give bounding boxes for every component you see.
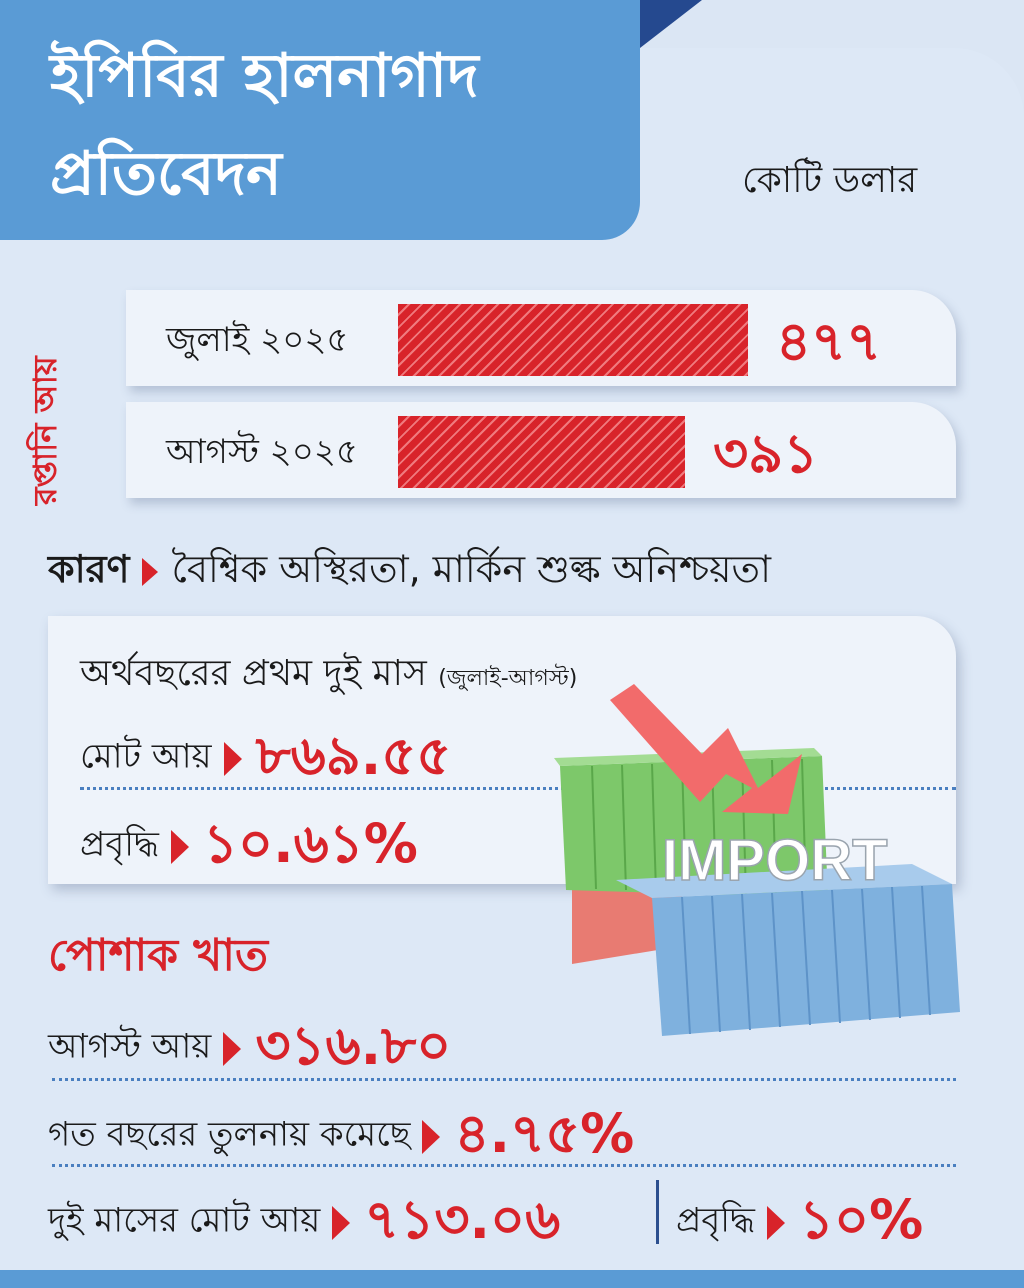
- total-income-value: ৮৬৯.৫৫: [255, 724, 452, 787]
- dotted-divider: [52, 1164, 956, 1167]
- bar-july: [398, 304, 748, 376]
- growth-label: প্রবৃদ্ধি: [80, 824, 159, 865]
- total-income-label: মোট আয়: [80, 736, 212, 777]
- garments-section-title: পোশাক খাত: [48, 930, 269, 981]
- bar-category-label: জুলাই ২০২৫: [166, 320, 349, 360]
- garments-decline-row: গত বছরের তুলনায় কমেছে ৪.৭৫%: [48, 1092, 634, 1182]
- title-line-1: ইপিবির হালনাগাদ: [50, 41, 479, 111]
- bar-august: [398, 416, 685, 488]
- pointer-triangle-icon: [141, 557, 158, 586]
- total-income-row: মোট আয় ৮৬৯.৫৫: [80, 714, 451, 804]
- vertical-separator: [656, 1180, 659, 1244]
- import-container-illustration: IMPORT: [554, 684, 960, 1036]
- garments-decline-label: গত বছরের তুলনায় কমেছে: [48, 1114, 411, 1155]
- chart-side-label: রপ্তানি আয়: [26, 356, 64, 505]
- garments-decline-value: ৪.৭৫%: [454, 1102, 635, 1165]
- garments-growth-row: প্রবৃদ্ধি ১০%: [676, 1178, 923, 1268]
- pointer-triangle-icon: [766, 1206, 785, 1240]
- pointer-triangle-icon: [332, 1206, 351, 1240]
- unit-label: কোটি ডলার: [742, 160, 918, 201]
- two-month-heading-text: অর্থবছরের প্রথম দুই মাস: [80, 653, 427, 694]
- garments-growth-value: ১০%: [798, 1188, 924, 1251]
- garments-two-month-value: ৭১৩.০৬: [364, 1188, 561, 1251]
- dotted-divider: [80, 787, 956, 790]
- bar-row-july: জুলাই ২০২৫ ৪৭৭: [126, 290, 956, 386]
- pointer-triangle-icon: [422, 1120, 441, 1154]
- import-label: IMPORT: [662, 828, 888, 893]
- reason-line: কারণ বৈশ্বিক অস্থিরতা, মার্কিন শুল্ক অনিশ…: [48, 540, 771, 604]
- garments-aug-label: আগস্ট আয়: [48, 1026, 212, 1067]
- reason-label: কারণ: [48, 547, 130, 591]
- bar-category-label: আগস্ট ২০২৫: [166, 432, 358, 472]
- dotted-divider: [52, 1078, 956, 1081]
- growth-value: ১০.৬১%: [202, 812, 418, 875]
- title-tab-corner: [640, 0, 702, 48]
- garments-two-month-label: দুই মাসের মোট আয়: [48, 1200, 321, 1241]
- garments-growth-label: প্রবৃদ্ধি: [676, 1200, 755, 1241]
- bottom-band: [0, 1270, 1024, 1288]
- two-month-heading: অর্থবছরের প্রথম দুই মাস (জুলাই-আগস্ট): [80, 646, 577, 706]
- bar-value-label: ৩৯১: [713, 422, 819, 485]
- down-arrow-icon: [610, 684, 802, 814]
- blue-container-icon: [616, 864, 960, 1036]
- pointer-triangle-icon: [223, 742, 242, 776]
- title-box: ইপিবির হালনাগাদ প্রতিবেদন: [0, 0, 640, 240]
- garments-two-month-row: দুই মাসের মোট আয় ৭১৩.০৬: [48, 1178, 560, 1268]
- garments-aug-value: ৩১৬.৮০: [255, 1014, 452, 1077]
- pointer-triangle-icon: [223, 1032, 242, 1066]
- bar-value-label: ৪৭৭: [776, 310, 882, 373]
- bar-row-august: আগস্ট ২০২৫ ৩৯১: [126, 402, 956, 498]
- reason-text: বৈশ্বিক অস্থিরতা, মার্কিন শুল্ক অনিশ্চয়…: [171, 547, 772, 591]
- pointer-triangle-icon: [170, 830, 189, 864]
- title-line-2: প্রতিবেদন: [50, 139, 282, 209]
- two-month-heading-note: (জুলাই-আগস্ট): [438, 666, 578, 691]
- growth-row: প্রবৃদ্ধি ১০.৬১%: [80, 802, 418, 892]
- garments-aug-row: আগস্ট আয় ৩১৬.৮০: [48, 1004, 451, 1094]
